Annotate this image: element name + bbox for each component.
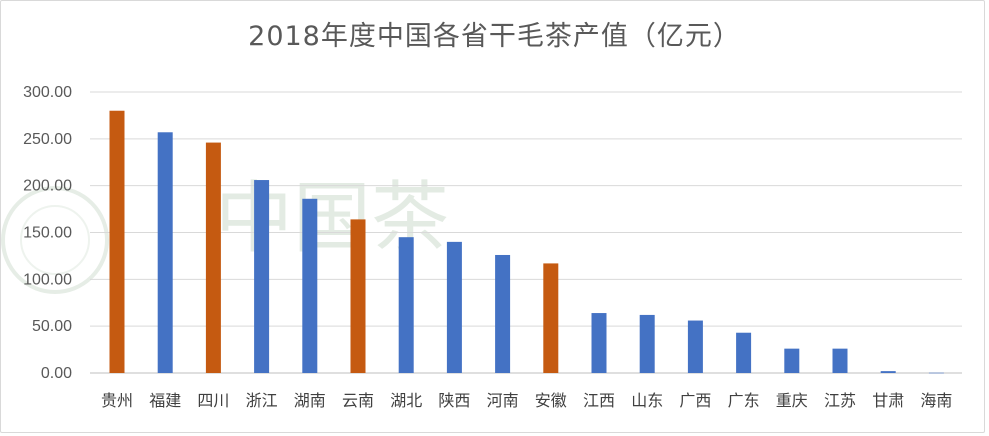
y-tick-label: 150.00 <box>23 225 72 242</box>
bar-浙江 <box>254 180 270 373</box>
x-tick-label: 广西 <box>679 391 711 410</box>
x-tick-label: 陕西 <box>438 391 470 410</box>
bars <box>109 110 944 374</box>
x-tick-label: 云南 <box>342 391 374 410</box>
bar-河南 <box>495 254 511 373</box>
bar-云南 <box>350 219 366 373</box>
bar-福建 <box>157 132 173 373</box>
x-tick-label: 浙江 <box>246 391 278 410</box>
bar-陕西 <box>446 241 462 373</box>
x-tick-label: 河南 <box>487 391 519 410</box>
y-axis: 0.00 50.00 100.00 150.00 200.00 250.00 300.00 <box>23 84 72 382</box>
bar-四川 <box>205 142 221 373</box>
bar-甘肃 <box>880 371 896 373</box>
x-tick-label: 安徽 <box>535 391 567 410</box>
bar-重庆 <box>784 348 800 373</box>
bar-广西 <box>687 320 703 373</box>
x-tick-label: 湖北 <box>390 391 422 410</box>
bar-江西 <box>591 313 607 373</box>
bar-江苏 <box>832 348 848 373</box>
x-tick-label: 重庆 <box>776 391 808 410</box>
bar-湖南 <box>302 198 318 373</box>
gridlines <box>90 91 962 374</box>
bar-安徽 <box>543 263 559 373</box>
x-tick-label: 海南 <box>920 391 952 410</box>
x-axis: 贵州 福建 四川 浙江 湖南 云南 湖北 陕西 河南 安徽 江西 山东 广西 广东 重庆 江苏 甘肃 海南 <box>101 391 952 410</box>
bar-广东 <box>736 332 752 373</box>
x-tick-label: 甘肃 <box>872 391 904 410</box>
watermark-logo-ring <box>1 186 109 294</box>
x-tick-label: 四川 <box>197 391 229 410</box>
y-tick-label: 250.00 <box>23 131 72 148</box>
y-tick-label: 100.00 <box>23 271 72 288</box>
bar-湖北 <box>398 237 414 373</box>
y-tick-label: 300.00 <box>23 84 72 101</box>
bar-贵州 <box>109 110 125 373</box>
watermark-text: 中国茶 <box>215 174 449 264</box>
x-tick-label: 江苏 <box>824 391 856 410</box>
bar-海南 <box>928 372 944 374</box>
x-tick-label: 山东 <box>631 391 663 410</box>
chart-title: 2018年度中国各省干毛茶产值（亿元） <box>248 21 741 52</box>
x-tick-label: 湖南 <box>294 391 326 410</box>
x-tick-label: 贵州 <box>101 391 133 410</box>
y-tick-label: 50.00 <box>32 318 72 335</box>
bar-山东 <box>639 314 655 373</box>
y-tick-label: 200.00 <box>23 178 72 195</box>
watermark-logo-inner <box>20 205 90 275</box>
y-tick-label: 0.00 <box>41 365 72 382</box>
x-tick-label: 福建 <box>149 391 181 410</box>
x-tick-label: 广东 <box>728 391 760 410</box>
x-tick-label: 江西 <box>583 391 615 410</box>
